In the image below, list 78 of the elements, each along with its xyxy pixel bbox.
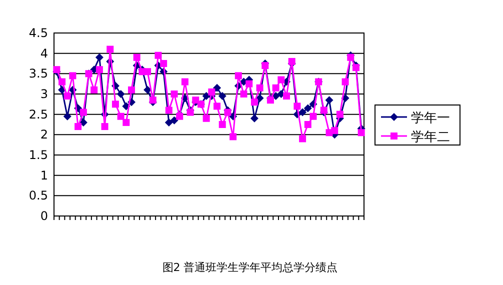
point [112, 100, 119, 108]
point [96, 66, 103, 74]
point [294, 102, 301, 110]
point [347, 54, 354, 61]
y-tick-label: 1 [40, 168, 48, 182]
point [181, 78, 188, 86]
point [246, 80, 253, 88]
point [154, 52, 162, 59]
point [64, 92, 71, 100]
point [128, 86, 135, 94]
point [304, 104, 312, 112]
point [53, 66, 60, 74]
point [90, 86, 98, 94]
y-tick-label: 3.5 [28, 66, 48, 81]
point [234, 72, 242, 80]
point [208, 88, 216, 96]
y-tick-label: 4 [40, 46, 48, 60]
point [218, 92, 226, 100]
point [101, 123, 108, 130]
point [170, 116, 178, 124]
point [224, 108, 232, 116]
point [298, 108, 307, 116]
point [160, 60, 168, 67]
point [214, 102, 221, 110]
point [320, 106, 328, 114]
point [331, 127, 338, 134]
point [74, 123, 82, 130]
point [256, 94, 264, 102]
point [133, 54, 140, 61]
point [310, 112, 317, 120]
point [358, 129, 365, 136]
point [192, 96, 200, 104]
point [266, 96, 274, 104]
point [95, 53, 104, 62]
point [256, 84, 264, 92]
y-tick-label: 0 [40, 209, 48, 223]
point [342, 78, 349, 86]
point [250, 98, 258, 106]
y-tick-label: 0.5 [28, 188, 48, 203]
y-tick-label: 2.5 [28, 107, 48, 122]
point [304, 121, 312, 128]
point [240, 90, 248, 98]
legend-label: 学年二 [411, 130, 450, 145]
point [165, 106, 172, 114]
y-tick-label: 2 [40, 128, 48, 142]
point [106, 46, 114, 53]
point [230, 133, 237, 140]
point [122, 118, 130, 126]
point [250, 114, 258, 122]
point [218, 121, 226, 128]
point [299, 135, 306, 142]
point [262, 62, 269, 70]
point [272, 84, 280, 92]
point [288, 58, 296, 65]
point [164, 118, 173, 126]
point [202, 114, 210, 122]
point [176, 112, 184, 120]
legend-label: 学年一 [411, 111, 450, 126]
y-tick-label: 1.5 [28, 148, 48, 162]
point [79, 118, 88, 126]
text: 图2 普通班学生学年平均总学分绩点 [162, 261, 338, 274]
point [149, 96, 156, 104]
point [117, 112, 124, 120]
y-tick-label: 4.5 [28, 26, 48, 40]
point [213, 84, 222, 92]
point [170, 90, 178, 98]
point [186, 108, 194, 116]
point [278, 76, 285, 84]
point [58, 78, 66, 86]
point [116, 90, 125, 98]
point [336, 110, 344, 118]
point [325, 96, 334, 104]
point [144, 68, 152, 76]
point [80, 108, 87, 116]
point [283, 92, 290, 100]
point [352, 64, 360, 72]
point [69, 72, 76, 80]
y-tick-label: 3 [40, 87, 48, 101]
